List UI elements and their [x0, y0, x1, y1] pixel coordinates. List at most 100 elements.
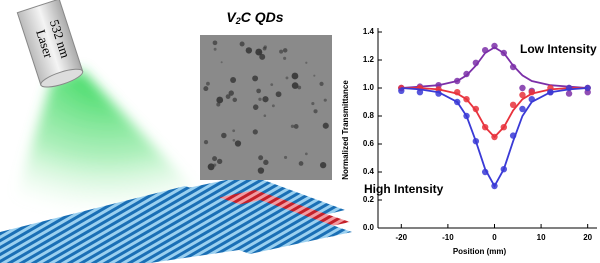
- y-tick-label: 0.6: [363, 139, 375, 148]
- x-axis-label: Position (mm): [453, 247, 507, 256]
- y-tick-label: 0.0: [363, 223, 375, 232]
- data-point: [519, 106, 525, 112]
- dot: [262, 96, 268, 102]
- dot: [232, 98, 237, 103]
- laser-head: Laser 532 nm: [17, 0, 84, 91]
- x-tick-label: -10: [442, 233, 454, 242]
- dot: [206, 82, 210, 86]
- data-point: [473, 138, 479, 144]
- dot: [279, 50, 283, 54]
- data-point: [491, 134, 497, 140]
- data-point: [501, 50, 507, 56]
- dot: [232, 129, 235, 132]
- dot: [283, 57, 286, 60]
- dot: [212, 156, 217, 161]
- dot: [284, 156, 287, 159]
- data-point: [519, 92, 525, 98]
- data-point: [473, 106, 479, 112]
- dot: [270, 83, 273, 86]
- dot: [320, 162, 326, 168]
- dot: [252, 75, 258, 81]
- dot: [299, 161, 304, 166]
- x-tick-label: 10: [537, 233, 546, 242]
- data-point: [454, 99, 460, 105]
- dot: [221, 133, 226, 138]
- dot: [258, 155, 263, 160]
- y-tick-label: 0.8: [363, 111, 375, 120]
- y-axis-label: Normalized Transmittance: [341, 80, 350, 180]
- dot: [323, 123, 329, 129]
- dot: [276, 91, 282, 97]
- annotation: Low Intensity: [520, 42, 597, 56]
- dot: [292, 82, 299, 89]
- dot: [311, 102, 314, 105]
- data-point: [510, 132, 516, 138]
- dot: [203, 86, 208, 91]
- dot: [246, 47, 252, 53]
- dot: [230, 77, 236, 83]
- dot: [324, 99, 327, 102]
- dot: [294, 124, 299, 129]
- dot: [256, 89, 261, 94]
- tem-title: V2C QDs: [226, 9, 283, 27]
- data-point: [417, 89, 423, 95]
- dot: [216, 102, 220, 106]
- data-point: [482, 47, 488, 53]
- dot: [240, 41, 245, 46]
- dot: [229, 90, 234, 95]
- dot: [213, 40, 218, 45]
- dot: [235, 140, 241, 146]
- dot: [216, 97, 223, 104]
- data-point: [482, 124, 488, 130]
- tem-image: [200, 35, 332, 180]
- y-tick-label: 1.0: [363, 83, 375, 92]
- dot: [221, 61, 223, 63]
- dot: [319, 82, 323, 86]
- dot: [253, 129, 258, 134]
- y-tick-label: 1.2: [363, 55, 375, 64]
- data-point: [529, 89, 535, 95]
- dot: [292, 73, 299, 80]
- dot: [283, 48, 287, 52]
- annotation: High Intensity: [364, 182, 444, 196]
- data-point: [529, 96, 535, 102]
- data-point: [435, 90, 441, 96]
- tem-panel: V2C QDs: [200, 9, 332, 180]
- data-point: [510, 64, 516, 70]
- data-point: [491, 183, 497, 189]
- data-point: [566, 85, 572, 91]
- data-point: [491, 43, 497, 49]
- dot: [217, 159, 222, 164]
- data-point: [463, 71, 469, 77]
- dot: [214, 48, 217, 51]
- dot: [233, 139, 236, 142]
- data-point: [454, 78, 460, 84]
- data-point: [454, 89, 460, 95]
- dot: [258, 167, 264, 173]
- dot: [259, 54, 265, 60]
- dot: [286, 76, 289, 79]
- dot: [258, 98, 261, 101]
- dot: [204, 140, 208, 144]
- tem-title-part: C QDs: [241, 9, 284, 25]
- dot: [305, 62, 307, 64]
- y-tick-label: 1.4: [363, 27, 375, 36]
- dot: [253, 104, 259, 110]
- dot: [305, 152, 308, 155]
- data-point: [463, 96, 469, 102]
- data-point: [482, 169, 488, 175]
- dot: [291, 125, 294, 128]
- data-point: [463, 113, 469, 119]
- data-point: [547, 89, 553, 95]
- data-point: [519, 85, 525, 91]
- dot: [264, 114, 267, 117]
- dot: [272, 104, 275, 107]
- data-point: [501, 124, 507, 130]
- dot: [313, 75, 315, 77]
- x-tick-label: 0: [492, 233, 497, 242]
- data-point: [566, 90, 572, 96]
- data-point: [398, 88, 404, 94]
- x-tick-label: -20: [396, 233, 408, 242]
- dot: [313, 109, 317, 113]
